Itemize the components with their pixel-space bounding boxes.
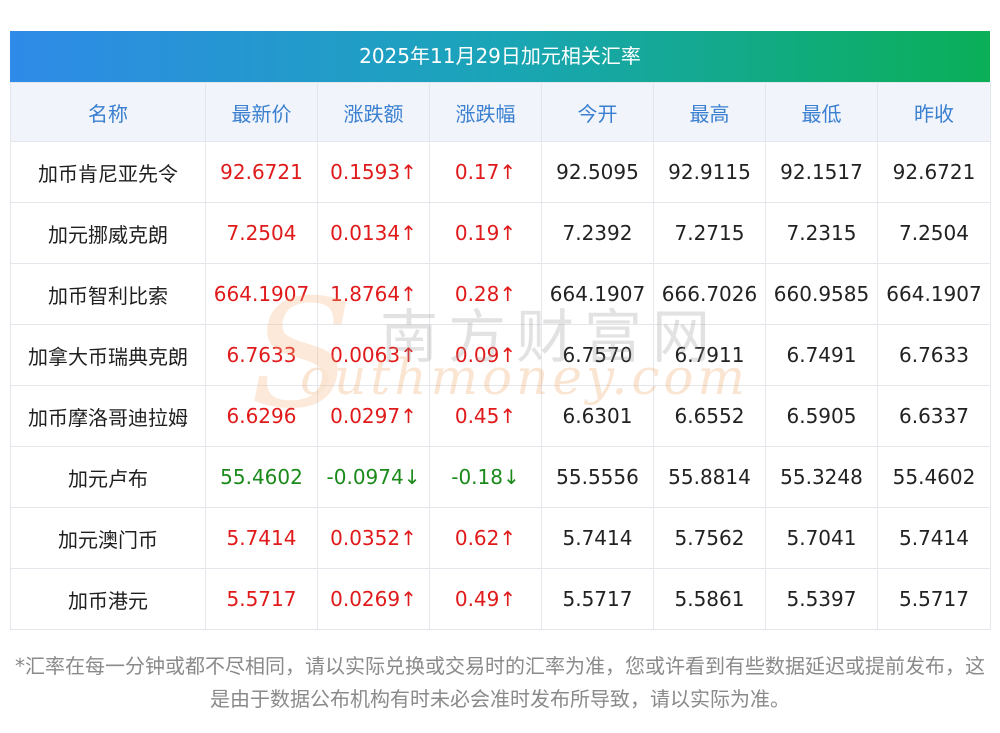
- cell-change-pct: -0.18↓: [429, 446, 542, 508]
- table-row: 加元挪威克朗 7.2504 0.0134↑ 0.19↑ 7.2392 7.2715 7.23…: [10, 202, 991, 264]
- cell-low: 7.2315: [765, 202, 878, 264]
- cell-name: 加币肯尼亚先令: [10, 141, 206, 203]
- cell-name: 加币摩洛哥迪拉姆: [10, 385, 206, 447]
- header-name: 名称: [10, 82, 206, 142]
- cell-latest: 6.6296: [205, 385, 318, 447]
- header-open: 今开: [541, 82, 654, 142]
- cell-low: 5.7041: [765, 507, 878, 569]
- cell-open: 5.7414: [541, 507, 654, 569]
- cell-change-pct: 0.17↑: [429, 141, 542, 203]
- cell-low: 6.5905: [765, 385, 878, 447]
- cell-low: 55.3248: [765, 446, 878, 508]
- cell-latest: 55.4602: [205, 446, 318, 508]
- cell-prev-close: 5.5717: [877, 568, 991, 630]
- rate-table-panel: 2025年11月29日加元相关汇率 名称 最新价 涨跌额 涨跌幅 今开 最高 最…: [10, 31, 991, 630]
- cell-latest: 92.6721: [205, 141, 318, 203]
- cell-change: 0.0269↑: [317, 568, 430, 630]
- header-prev-close: 昨收: [877, 82, 991, 142]
- cell-change: 0.0134↑: [317, 202, 430, 264]
- cell-change: 1.8764↑: [317, 263, 430, 325]
- header-change: 涨跌额: [317, 82, 430, 142]
- cell-prev-close: 5.7414: [877, 507, 991, 569]
- cell-name: 加拿大币瑞典克朗: [10, 324, 206, 386]
- cell-change: 0.0063↑: [317, 324, 430, 386]
- table-title: 2025年11月29日加元相关汇率: [10, 31, 990, 82]
- cell-high: 6.6552: [653, 385, 766, 447]
- cell-high: 6.7911: [653, 324, 766, 386]
- cell-change-pct: 0.45↑: [429, 385, 542, 447]
- cell-high: 5.5861: [653, 568, 766, 630]
- cell-low: 5.5397: [765, 568, 878, 630]
- table-row: 加拿大币瑞典克朗 6.7633 0.0063↑ 0.09↑ 6.7570 6.7911 6.…: [10, 324, 991, 386]
- cell-name: 加元卢布: [10, 446, 206, 508]
- cell-low: 660.9585: [765, 263, 878, 325]
- cell-open: 664.1907: [541, 263, 654, 325]
- cell-high: 55.8814: [653, 446, 766, 508]
- cell-name: 加币智利比索: [10, 263, 206, 325]
- header-low: 最低: [765, 82, 878, 142]
- table-row: 加币港元 5.5717 0.0269↑ 0.49↑ 5.5717 5.5861 5.5397…: [10, 568, 991, 630]
- cell-high: 666.7026: [653, 263, 766, 325]
- cell-change: 0.0352↑: [317, 507, 430, 569]
- cell-prev-close: 664.1907: [877, 263, 991, 325]
- cell-change-pct: 0.28↑: [429, 263, 542, 325]
- cell-high: 7.2715: [653, 202, 766, 264]
- cell-prev-close: 7.2504: [877, 202, 991, 264]
- cell-name: 加币港元: [10, 568, 206, 630]
- cell-change-pct: 0.19↑: [429, 202, 542, 264]
- cell-latest: 664.1907: [205, 263, 318, 325]
- table-row: 加元澳门币 5.7414 0.0352↑ 0.62↑ 5.7414 5.7562 5.704…: [10, 507, 991, 569]
- cell-change-pct: 0.09↑: [429, 324, 542, 386]
- cell-open: 55.5556: [541, 446, 654, 508]
- cell-prev-close: 92.6721: [877, 141, 991, 203]
- cell-low: 6.7491: [765, 324, 878, 386]
- cell-open: 7.2392: [541, 202, 654, 264]
- table-row: 加币智利比索 664.1907 1.8764↑ 0.28↑ 664.1907 666.70…: [10, 263, 991, 325]
- cell-latest: 6.7633: [205, 324, 318, 386]
- cell-prev-close: 6.6337: [877, 385, 991, 447]
- cell-high: 92.9115: [653, 141, 766, 203]
- header-change-pct: 涨跌幅: [429, 82, 542, 142]
- cell-open: 6.6301: [541, 385, 654, 447]
- header-high: 最高: [653, 82, 766, 142]
- cell-open: 6.7570: [541, 324, 654, 386]
- cell-change: -0.0974↓: [317, 446, 430, 508]
- cell-open: 92.5095: [541, 141, 654, 203]
- footnote: *汇率在每一分钟或都不尽相同，请以实际兑换或交易时的汇率为准，您或许看到有些数据…: [15, 654, 985, 711]
- cell-change: 0.1593↑: [317, 141, 430, 203]
- cell-latest: 5.7414: [205, 507, 318, 569]
- cell-name: 加元挪威克朗: [10, 202, 206, 264]
- cell-change: 0.0297↑: [317, 385, 430, 447]
- cell-open: 5.5717: [541, 568, 654, 630]
- header-row: 名称 最新价 涨跌额 涨跌幅 今开 最高 最低 昨收: [10, 82, 991, 142]
- cell-name: 加元澳门币: [10, 507, 206, 569]
- table-row: 加元卢布 55.4602 -0.0974↓ -0.18↓ 55.5556 55.8814 5…: [10, 446, 991, 508]
- rate-table: 名称 最新价 涨跌额 涨跌幅 今开 最高 最低 昨收 加币肯尼亚先令 92.672…: [10, 82, 991, 630]
- header-latest: 最新价: [205, 82, 318, 142]
- cell-latest: 7.2504: [205, 202, 318, 264]
- cell-prev-close: 55.4602: [877, 446, 991, 508]
- table-row: 加币摩洛哥迪拉姆 6.6296 0.0297↑ 0.45↑ 6.6301 6.6552 6.…: [10, 385, 991, 447]
- cell-change-pct: 0.62↑: [429, 507, 542, 569]
- cell-low: 92.1517: [765, 141, 878, 203]
- table-row: 加币肯尼亚先令 92.6721 0.1593↑ 0.17↑ 92.5095 92.9115…: [10, 141, 991, 203]
- cell-change-pct: 0.49↑: [429, 568, 542, 630]
- cell-prev-close: 6.7633: [877, 324, 991, 386]
- cell-latest: 5.5717: [205, 568, 318, 630]
- cell-high: 5.7562: [653, 507, 766, 569]
